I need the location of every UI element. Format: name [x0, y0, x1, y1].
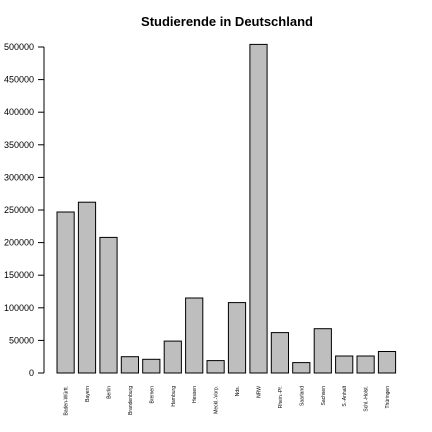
x-tick-label: Meckl.-Vorp. [214, 386, 220, 414]
x-tick-label: Schl.-Holst. [364, 386, 370, 412]
x-tick-label: Baden-Württ. [64, 386, 70, 415]
y-tick-label: 0 [29, 368, 34, 378]
x-tick-label: Bayern [85, 386, 91, 402]
y-tick-label: 400000 [4, 107, 34, 117]
x-tick-label: Brandenburg [128, 386, 134, 415]
y-axis: 0 50000 100000 150000 200000 250000 300000 3500… [4, 42, 45, 378]
x-tick-label: Hamburg [171, 386, 177, 407]
bar [99, 236, 118, 374]
x-tick-label: Bremen [149, 386, 155, 404]
chart-title: Studierende in Deutschland [141, 14, 313, 29]
bar [335, 355, 354, 374]
y-tick-label: 300000 [4, 172, 34, 182]
y-tick-label: 500000 [4, 42, 34, 52]
y-tick-label: 100000 [4, 303, 34, 313]
bar [270, 332, 289, 374]
bar [377, 351, 397, 374]
bar [249, 43, 268, 374]
x-tick-label: Sachsen [321, 386, 327, 406]
y-tick-label: 250000 [4, 205, 34, 215]
bar [185, 297, 204, 374]
x-axis-labels: Baden-Württ. Bayern Berlin Brandenburg Breme… [64, 385, 392, 415]
bar [56, 211, 75, 374]
x-tick-label: Rhein.-Pf. [278, 386, 284, 408]
x-tick-label: Hessen [192, 386, 198, 403]
bar [163, 340, 182, 374]
bar [356, 355, 375, 374]
y-tick-label: 200000 [4, 238, 34, 248]
bar [142, 358, 161, 374]
x-tick-label: NRW [257, 386, 263, 398]
y-tick-label: 450000 [4, 75, 34, 85]
x-tick-label: Saarland [299, 386, 305, 406]
bar [120, 356, 140, 374]
x-tick-label: Berlin [107, 386, 113, 399]
bar [313, 328, 332, 374]
y-tick-label: 50000 [9, 335, 34, 345]
bars [56, 43, 397, 374]
x-tick-label: Thüringen [385, 386, 391, 409]
x-tick-label: Nds. [235, 386, 241, 396]
bar [227, 302, 247, 374]
bar [77, 201, 97, 374]
bar [206, 360, 225, 374]
bar [292, 362, 311, 374]
y-tick-label: 150000 [4, 270, 34, 280]
x-tick-label: S.-Anhalt [342, 385, 348, 406]
y-tick-label: 350000 [4, 140, 34, 150]
